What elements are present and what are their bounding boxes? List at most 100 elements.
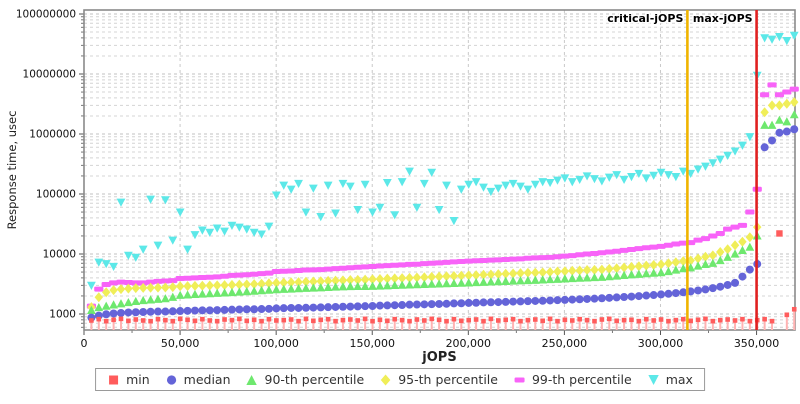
data-point-max	[590, 175, 599, 184]
data-point-median	[568, 295, 577, 304]
data-point-p99	[582, 251, 592, 257]
data-point-p95	[131, 283, 140, 294]
data-point-median	[679, 288, 688, 297]
data-point-p99	[552, 254, 563, 260]
data-point-p99	[515, 256, 526, 262]
data-point-median	[657, 290, 666, 299]
data-point-p90	[782, 117, 792, 126]
data-point-p95	[294, 277, 303, 288]
data-point-max	[405, 167, 414, 176]
data-point-max	[279, 181, 289, 190]
data-point-max	[745, 133, 755, 142]
data-point-p95	[538, 267, 547, 278]
data-point-p90	[604, 272, 614, 281]
data-point-max	[619, 175, 629, 185]
y-tick-label: 10000000	[23, 69, 76, 81]
data-point-min	[207, 318, 213, 323]
critical-jOPS-label: critical-jOPS	[607, 12, 683, 25]
data-point-p90	[286, 284, 296, 293]
data-point-min	[577, 316, 582, 322]
data-point-max	[368, 208, 377, 217]
data-point-p90	[575, 273, 585, 282]
data-point-p99	[271, 269, 281, 275]
data-point-max	[493, 184, 503, 193]
data-point-min	[318, 317, 324, 323]
data-point-max	[730, 147, 740, 156]
data-point-p90	[715, 255, 725, 265]
data-point-median	[694, 286, 703, 295]
data-point-p99	[308, 267, 318, 273]
data-point-p95	[331, 275, 340, 286]
x-tick-label: 100,000	[253, 337, 299, 350]
data-point-p99	[449, 259, 459, 265]
data-point-min	[525, 317, 531, 323]
data-point-median	[331, 302, 340, 311]
data-point-p95	[767, 100, 777, 111]
data-point-p90	[627, 270, 636, 279]
data-point-min	[126, 318, 131, 324]
data-point-min	[155, 316, 161, 322]
data-point-p95	[346, 275, 355, 286]
data-point-min	[103, 318, 109, 324]
data-point-min	[399, 317, 405, 323]
data-point-p90	[323, 282, 333, 291]
data-point-median	[227, 305, 236, 314]
data-point-p90	[634, 269, 644, 278]
data-point-min	[481, 318, 486, 324]
data-point-median	[560, 295, 569, 304]
data-point-min	[237, 316, 242, 322]
data-point-max	[109, 262, 118, 272]
data-point-p95	[738, 236, 747, 247]
data-point-p99	[567, 253, 577, 259]
data-point-p99	[737, 222, 748, 228]
data-point-min	[776, 230, 783, 237]
data-point-max	[94, 258, 104, 267]
data-point-median	[198, 306, 207, 315]
data-point-min	[177, 316, 183, 322]
data-point-p90	[345, 281, 355, 291]
data-point-min	[444, 318, 449, 324]
data-point-p95	[508, 268, 518, 279]
data-point-max	[331, 209, 340, 218]
data-point-median	[383, 301, 392, 310]
data-point-p90	[590, 272, 599, 282]
data-point-p95	[220, 280, 229, 291]
data-point-p95	[730, 240, 740, 251]
data-point-max	[567, 178, 577, 187]
data-point-p90	[131, 296, 141, 306]
data-point-p95	[486, 269, 496, 280]
data-point-p90	[656, 267, 666, 277]
data-point-p90	[382, 281, 392, 290]
data-point-p99	[242, 272, 252, 278]
data-point-p95	[723, 244, 732, 255]
data-point-p90	[597, 272, 607, 281]
data-point-median	[642, 291, 651, 300]
data-point-p95	[323, 275, 333, 286]
data-point-p99	[471, 258, 481, 264]
data-point-p95	[138, 282, 148, 293]
data-point-p99	[108, 280, 119, 286]
data-point-p95	[109, 285, 118, 296]
data-point-p90	[442, 279, 451, 288]
data-point-p99	[101, 282, 111, 288]
data-point-max	[486, 187, 496, 197]
data-point-p95	[760, 107, 769, 118]
data-point-p99	[397, 262, 407, 268]
data-point-median	[597, 294, 606, 303]
data-point-p90	[693, 261, 703, 270]
data-point-median	[790, 125, 799, 134]
x-tick-label: 350,000	[734, 337, 780, 350]
data-point-median	[338, 302, 347, 311]
data-point-p99	[767, 82, 777, 88]
data-point-min	[488, 316, 494, 322]
data-point-p95	[716, 246, 725, 257]
data-point-p99	[404, 261, 415, 267]
legend-label-max: max	[665, 372, 693, 387]
data-point-min	[791, 306, 797, 312]
data-point-p90	[760, 120, 770, 129]
data-point-min	[251, 317, 257, 323]
data-point-median	[272, 304, 281, 313]
legend-label-p95: 95-th percentile	[398, 372, 498, 387]
data-point-max	[86, 281, 96, 290]
data-point-median	[731, 278, 740, 287]
